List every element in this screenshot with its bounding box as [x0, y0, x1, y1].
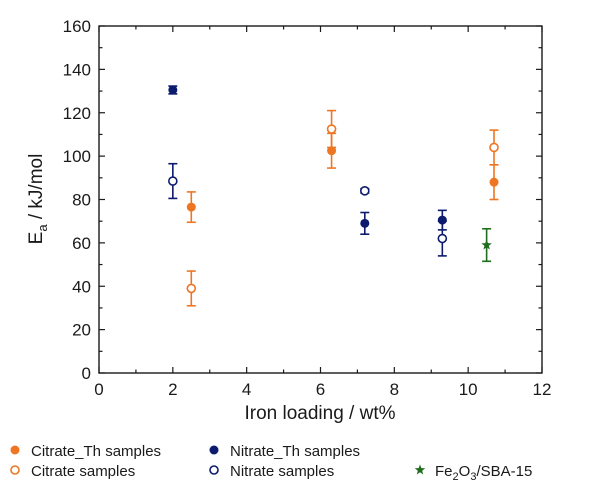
x-axis-label: Iron loading / wt% [244, 403, 395, 424]
data-point [489, 142, 499, 153]
data-point [168, 85, 178, 95]
data-point [360, 218, 370, 228]
y-axis-label-sub: a [35, 224, 50, 232]
data-point [359, 186, 370, 196]
y-axis-label-main: E [26, 232, 47, 245]
legend-fe-main: Fe [435, 463, 453, 480]
data-point [481, 239, 492, 250]
legend-marker-nitrate [209, 465, 219, 475]
data-point [437, 215, 447, 225]
data-point [168, 176, 178, 186]
y-tick-label: 20 [72, 321, 91, 340]
legend-label-nitrate-th: Nitrate_Th samples [230, 443, 360, 460]
series-citrate-th-samples [186, 132, 499, 224]
series-citrate-samples [186, 109, 499, 307]
y-tick-label: 0 [82, 364, 91, 383]
y-tick-label: 160 [63, 17, 91, 36]
plot-area [98, 25, 543, 374]
legend: Citrate_Th samples Nitrate_Th samples Ci… [10, 443, 532, 483]
y-tick-label: 120 [63, 104, 91, 123]
series-nitrate-th-samples [168, 85, 447, 235]
y-tick-label: 100 [63, 147, 91, 166]
x-tick-label: 4 [242, 380, 251, 399]
legend-fe-mid: O [459, 463, 471, 480]
x-tick-label: 0 [94, 380, 103, 399]
legend-fe-sub1: 2 [453, 471, 459, 483]
y-tick-label: 40 [72, 277, 91, 296]
legend-label-citrate-th: Citrate_Th samples [31, 443, 161, 460]
y-tick-label: 80 [72, 191, 91, 210]
data-point [186, 202, 196, 212]
series-nitrate-samples [168, 162, 448, 257]
legend-marker-citrate [10, 465, 20, 475]
legend-marker-fe2o3-sba15 [414, 464, 426, 475]
data-point [327, 146, 337, 156]
data-point [489, 177, 499, 187]
x-tick-label: 12 [533, 380, 552, 399]
data-layer [168, 85, 499, 307]
data-point [186, 283, 197, 294]
x-tick-label: 10 [459, 380, 478, 399]
y-tick-label: 140 [63, 60, 91, 79]
series-fe2o3-sba15 [481, 227, 492, 263]
x-tick-label: 2 [168, 380, 177, 399]
legend-label-fe2o3-sba15: Fe2O3/SBA-15 [435, 463, 532, 483]
x-tick-label: 6 [316, 380, 325, 399]
legend-marker-citrate-th [10, 445, 20, 455]
plot-frame [98, 25, 543, 374]
legend-marker-nitrate-th [209, 445, 219, 455]
legend-label-citrate: Citrate samples [31, 463, 135, 480]
data-point [437, 233, 448, 244]
y-tick-label: 60 [72, 234, 91, 253]
legend-fe-rest: /SBA-15 [476, 463, 532, 480]
data-point [326, 124, 337, 134]
legend-label-nitrate: Nitrate samples [230, 463, 334, 480]
x-tick-label: 8 [390, 380, 399, 399]
legend-fe-sub2: 3 [470, 471, 476, 483]
y-axis-label-rest: / kJ/mol [26, 154, 47, 225]
y-axis-label: Ea / kJ/mol [26, 154, 50, 245]
axis-ticks [98, 25, 543, 374]
